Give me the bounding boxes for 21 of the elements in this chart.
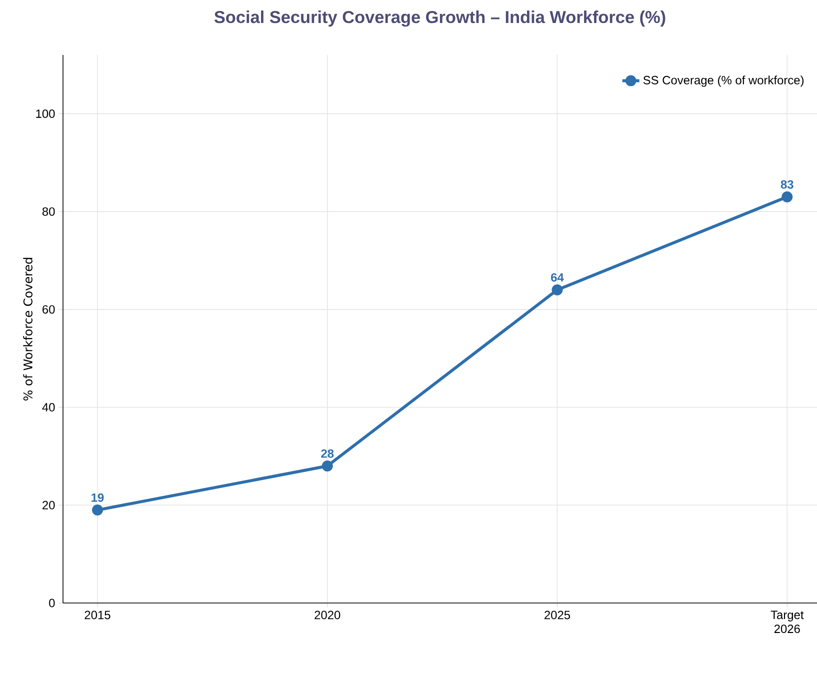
y-tick-label: 20: [42, 500, 55, 510]
x-tick-label: 2020: [314, 610, 340, 620]
y-tick-label: 40: [42, 403, 55, 412]
x-tick-label: Target 2026: [770, 610, 804, 634]
y-tick-label: 60: [42, 305, 55, 314]
legend-label: SS Coverage (% of workforce): [643, 76, 804, 87]
x-tick-label: 2015: [84, 610, 110, 620]
data-label: 83: [780, 180, 794, 189]
point: [552, 284, 563, 296]
y-tick-label: 80: [42, 207, 55, 216]
point: [782, 191, 793, 202]
point: [322, 460, 333, 472]
chart-title: Social Security Coverage Growth – India Workforce (%): [214, 10, 666, 27]
y-tick-label: 0: [49, 598, 55, 608]
y-tick-label: 100: [36, 109, 55, 118]
y-axis-title: % of Workforce Covered: [23, 258, 32, 401]
data-label: 64: [551, 273, 564, 282]
x-tick-label: 2025: [544, 610, 570, 620]
data-label: 28: [321, 449, 334, 458]
data-label: 19: [92, 493, 104, 502]
point: [92, 504, 103, 516]
